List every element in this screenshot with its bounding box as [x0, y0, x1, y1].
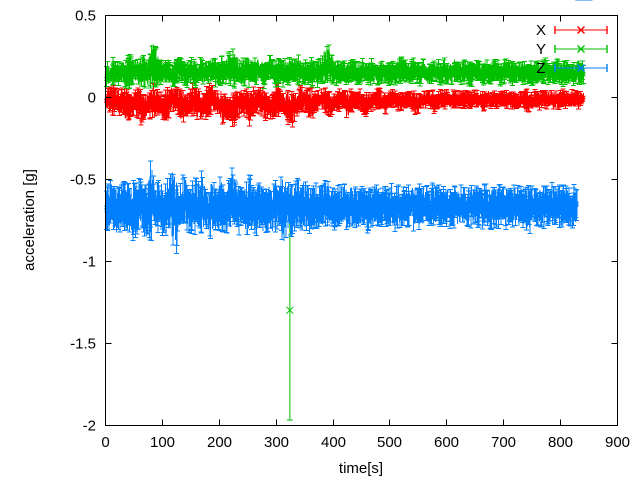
data-series-layer: [103, 0, 593, 421]
x-tick-label: 700: [491, 434, 516, 451]
legend-label-y: Y: [536, 41, 546, 58]
legend[interactable]: XYZ: [536, 22, 608, 77]
y-axis-title: acceleration [g]: [21, 169, 38, 271]
legend-sample-x: [554, 26, 608, 34]
plot-frame: [105, 15, 618, 426]
x-tick-label: 300: [264, 434, 289, 451]
series-y: [103, 0, 593, 421]
legend-sample-y: [554, 45, 608, 53]
legend-label-z: Z: [536, 60, 545, 77]
y-tick-label: -2: [83, 418, 96, 435]
y-tick-label: 0.5: [75, 8, 96, 25]
y-tick-label: 0: [88, 90, 96, 107]
y-tick-label: -1: [83, 254, 96, 271]
series-x: [103, 0, 593, 128]
series-z: [103, 0, 593, 254]
x-tick-label: 500: [377, 434, 402, 451]
tick-label-layer: 0.5 0 -0.5 -1 -1.5 -2 0 100 200 300 400 500 600 700 80…: [70, 8, 630, 452]
legend-sample-z: [554, 64, 608, 72]
x-tick-label: 800: [548, 434, 573, 451]
x-tick-label: 100: [150, 434, 175, 451]
x-tick-label: 900: [605, 434, 630, 451]
axes-frame-layer: [105, 15, 618, 426]
x-tick-label: 0: [101, 434, 109, 451]
x-axis-title: time[s]: [339, 460, 383, 477]
legend-label-x: X: [536, 22, 546, 39]
x-tick-label: 200: [207, 434, 232, 451]
x-tick-label: 600: [434, 434, 459, 451]
y-tick-label: -0.5: [70, 172, 96, 189]
x-tick-label: 400: [321, 434, 346, 451]
y-tick-label: -1.5: [70, 336, 96, 353]
